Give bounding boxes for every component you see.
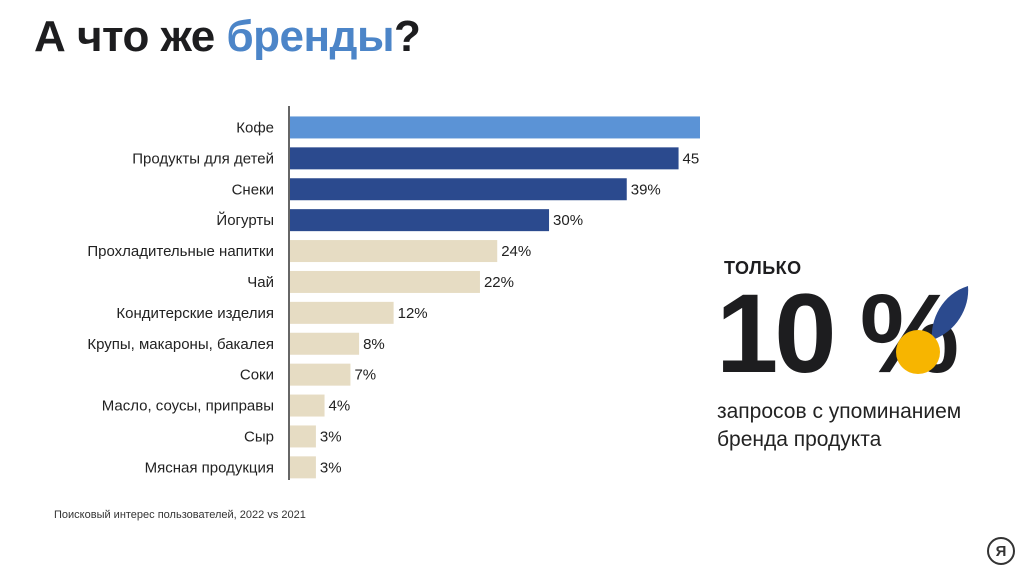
title-suffix: ? (394, 12, 421, 61)
bar (290, 456, 316, 479)
value-label: 39% (631, 181, 661, 198)
value-label: 3% (320, 428, 342, 445)
category-label: Масло, соусы, приправы (102, 398, 274, 415)
orange-dot-icon (896, 330, 940, 374)
value-label: 30% (553, 212, 583, 229)
bar (290, 209, 550, 232)
bar-chart: Кофе52%Продукты для детей45Снеки39%Йогур… (87, 106, 700, 480)
value-label: 3% (320, 459, 342, 476)
category-label: Прохладительные напитки (87, 243, 274, 260)
bar (290, 363, 351, 386)
bar (290, 425, 316, 448)
callout-description: запросов с упоминанием бренда продукта (717, 400, 962, 451)
title-accent: бренды (226, 12, 395, 61)
callout-only-label: только (724, 258, 802, 278)
category-label: Чай (247, 274, 274, 291)
yandex-logo-icon: Я (987, 537, 1015, 565)
category-label: Крупы, макароны, бакалея (87, 336, 274, 353)
value-label: 4% (329, 398, 351, 415)
page-title: А что же бренды? (34, 12, 421, 62)
bar (290, 178, 627, 201)
value-label: 8% (363, 336, 385, 353)
value-label: 22% (484, 274, 514, 291)
bar (290, 301, 394, 324)
bar (290, 240, 498, 263)
source-note: Поисковый интерес пользователей, 2022 vs… (54, 509, 306, 521)
bar (290, 270, 480, 293)
bar (290, 394, 325, 417)
category-label: Снеки (232, 181, 274, 198)
bar (290, 116, 700, 139)
leaf-dot-icon (896, 286, 969, 374)
title-prefix: А что же (34, 12, 227, 61)
value-label: 24% (501, 243, 531, 260)
bar (290, 147, 679, 170)
category-label: Соки (240, 367, 274, 384)
value-label: 12% (398, 305, 428, 322)
category-label: Кондитерские изделия (116, 305, 274, 322)
category-label: Кофе (236, 119, 274, 136)
value-label: 45 (683, 150, 700, 167)
category-label: Йогурты (216, 211, 274, 229)
bar (290, 332, 360, 355)
value-label: 7% (354, 367, 376, 384)
category-label: Мясная продукция (145, 459, 274, 476)
leaf-icon (931, 286, 969, 340)
category-label: Продукты для детей (132, 150, 274, 167)
category-label: Сыр (244, 428, 274, 445)
